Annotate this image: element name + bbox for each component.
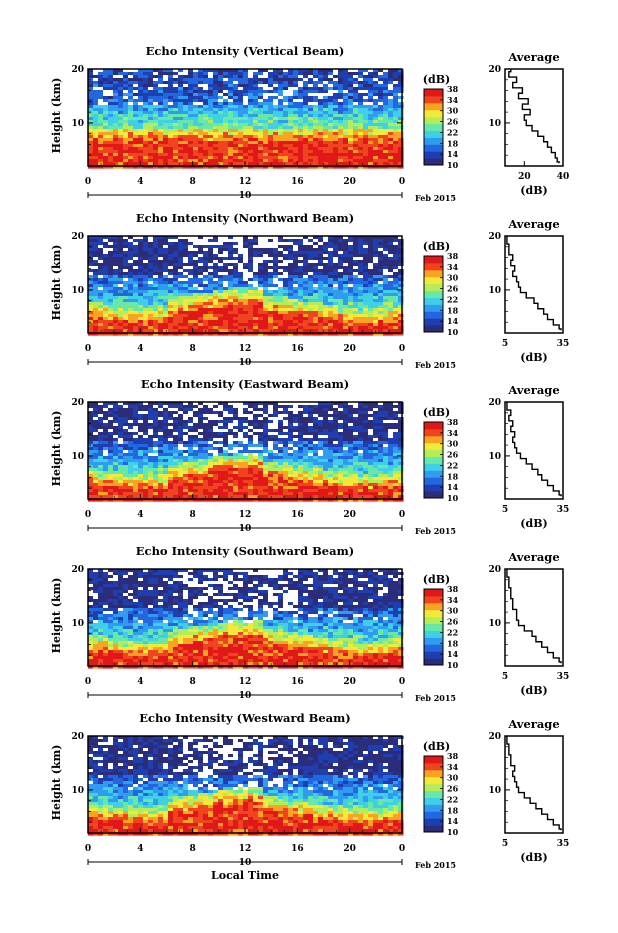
y-tick-label: 10 bbox=[71, 119, 84, 129]
x-tick-label: 20 bbox=[343, 177, 356, 187]
x-tick-label: 8 bbox=[190, 177, 196, 187]
avg-x-tick-label: 40 bbox=[557, 172, 570, 182]
y-tick-label: 20 bbox=[71, 65, 84, 75]
colorbar-segment bbox=[424, 291, 443, 298]
avg-y-tick-label: 20 bbox=[488, 232, 501, 242]
average-profile-line bbox=[507, 236, 561, 330]
x-tick-label: 0 bbox=[85, 177, 91, 187]
colorbar-segment bbox=[424, 158, 443, 165]
average-profile-line bbox=[509, 69, 559, 163]
panel-title: Echo Intensity (Northward Beam) bbox=[136, 211, 354, 225]
colorbar-segment bbox=[424, 144, 443, 151]
avg-x-label: (dB) bbox=[520, 184, 547, 197]
month-label: Feb 2015 bbox=[415, 360, 456, 370]
x-tick-label: 0 bbox=[85, 344, 91, 354]
colorbar-segment bbox=[424, 130, 443, 137]
panel-2: Echo Intensity (Northward Beam) 10 20 Heigh… bbox=[50, 211, 569, 370]
panel-3: Echo Intensity (Eastward Beam)1020Height… bbox=[50, 377, 569, 536]
colorbar-tick-label: 38 bbox=[447, 84, 459, 94]
colorbar-tick-label: 34 bbox=[447, 95, 459, 105]
colorbar-tick-label: 10 bbox=[447, 160, 459, 170]
colorbar-tick-label: 26 bbox=[447, 117, 459, 127]
heatmap-cells bbox=[88, 236, 404, 336]
panel-1: Echo Intensity (Vertical Beam) 10 20 Height… bbox=[50, 44, 569, 203]
avg-x-tick-label: 5 bbox=[502, 339, 508, 349]
y-axis-label: Height (km) bbox=[50, 245, 63, 321]
x-tick-label: 4 bbox=[137, 344, 143, 354]
average-title: Average bbox=[507, 50, 559, 64]
average-frame bbox=[505, 69, 563, 166]
heatmap-cells bbox=[88, 69, 404, 169]
x-tick-label: 0 bbox=[399, 344, 405, 354]
colorbar-segment bbox=[424, 270, 443, 277]
colorbar-segment bbox=[424, 124, 443, 131]
colorbar-tick-label: 18 bbox=[447, 305, 459, 315]
colorbar-segment bbox=[424, 151, 443, 158]
month-label: Feb 2015 bbox=[415, 193, 456, 203]
y-axis-label: Height (km) bbox=[50, 78, 63, 154]
x-tick-label: 12 bbox=[239, 344, 252, 354]
y-tick-label: 10 bbox=[71, 286, 84, 296]
colorbar-segment bbox=[424, 284, 443, 291]
avg-y-tick-label: 20 bbox=[488, 65, 501, 75]
avg-x-tick-label: 35 bbox=[557, 339, 570, 349]
colorbar-tick-label: 10 bbox=[447, 327, 459, 337]
x-tick-label: 0 bbox=[399, 177, 405, 187]
heatmap-cells bbox=[88, 402, 404, 502]
colorbar-segment bbox=[424, 117, 443, 124]
colorbar-tick-label: 18 bbox=[447, 138, 459, 148]
avg-x-label: (dB) bbox=[520, 351, 547, 364]
average-title: Average bbox=[507, 217, 559, 231]
colorbar-segment bbox=[424, 256, 443, 263]
x-tick-label: 4 bbox=[137, 177, 143, 187]
panel-title: Echo Intensity (Vertical Beam) bbox=[146, 44, 345, 58]
panel-title: Echo Intensity (Eastward Beam) bbox=[141, 377, 349, 391]
colorbar-segment bbox=[424, 318, 443, 325]
avg-y-tick-label: 10 bbox=[488, 119, 501, 129]
colorbar-tick-label: 34 bbox=[447, 262, 459, 272]
avg-y-tick-label: 10 bbox=[488, 286, 501, 296]
colorbar-segment bbox=[424, 325, 443, 332]
colorbar-segment bbox=[424, 297, 443, 304]
colorbar-tick-label: 22 bbox=[447, 294, 458, 304]
colorbar-segment bbox=[424, 89, 443, 96]
avg-x-tick-label: 20 bbox=[518, 172, 531, 182]
x-tick-label: 12 bbox=[239, 177, 252, 187]
average-plot: Average 10 20 5 35 (dB) bbox=[488, 217, 569, 364]
average-frame bbox=[505, 236, 563, 333]
colorbar-tick-label: 14 bbox=[447, 316, 459, 326]
colorbar-tick-label: 38 bbox=[447, 251, 459, 261]
x-tick-label: 16 bbox=[291, 344, 304, 354]
x-tick-label: 20 bbox=[343, 344, 356, 354]
date-label: 10 bbox=[239, 358, 252, 368]
colorbar-tick-label: 22 bbox=[447, 127, 458, 137]
x-tick-label: 16 bbox=[291, 177, 304, 187]
colorbar-tick-label: 30 bbox=[447, 106, 459, 116]
colorbar-segment bbox=[424, 103, 443, 110]
y-tick-label: 20 bbox=[71, 232, 84, 242]
average-plot: Average 10 20 20 40 (dB) bbox=[488, 50, 569, 197]
colorbar-segment bbox=[424, 311, 443, 318]
colorbar-tick-label: 26 bbox=[447, 284, 459, 294]
colorbar-tick-label: 14 bbox=[447, 149, 459, 159]
colorbar-tick-label: 30 bbox=[447, 273, 459, 283]
date-label: 10 bbox=[239, 191, 252, 201]
x-tick-label: 8 bbox=[190, 344, 196, 354]
